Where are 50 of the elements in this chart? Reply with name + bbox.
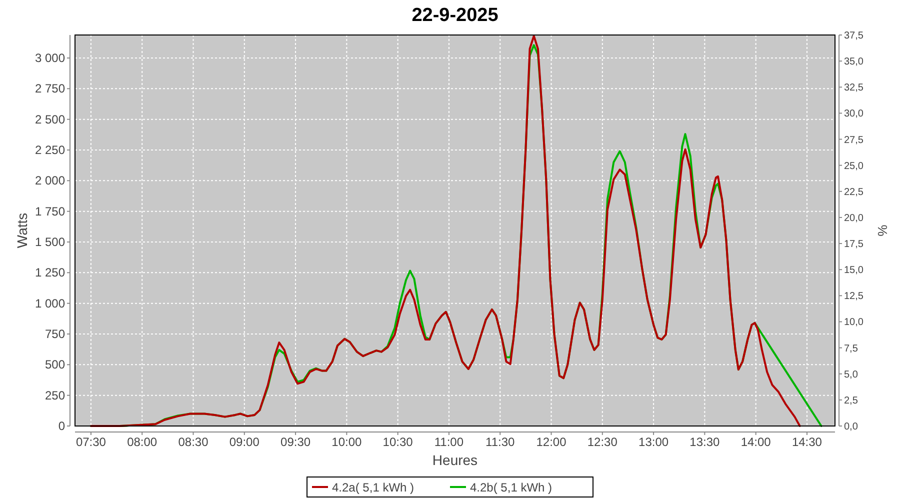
x-tick-label: 11:30 xyxy=(486,435,516,449)
x-tick-label: 13:30 xyxy=(690,435,720,449)
y-tick-label: 2 500 xyxy=(34,112,66,126)
y2-tick-label: 17,5 xyxy=(844,239,864,250)
x-tick-label: 09:30 xyxy=(280,435,311,449)
y-axis-title: Watts xyxy=(14,212,30,248)
legend-label: 4.2a( 5,1 kWh ) xyxy=(332,480,414,494)
y-tick-label: 1 250 xyxy=(34,266,66,280)
y2-tick-label: 32,5 xyxy=(844,82,864,94)
x-tick-label: 12:30 xyxy=(587,435,618,449)
x-tick-label: 14:30 xyxy=(792,435,822,449)
chart-title: 22-9-2025 xyxy=(412,5,499,26)
x-tick-label: 09:00 xyxy=(229,435,260,449)
y2-axis-title: % xyxy=(875,224,890,237)
y2-tick-label: 22,5 xyxy=(844,186,864,198)
y-tick-label: 1 000 xyxy=(34,296,66,310)
x-tick-label: 10:00 xyxy=(332,435,362,449)
y-tick-label: 250 xyxy=(44,388,66,402)
y-tick-label: 1 500 xyxy=(34,235,66,249)
y2-tick-label: 25,0 xyxy=(844,160,864,172)
y2-tick-label: 12,5 xyxy=(844,291,864,302)
legend-label: 4.2b( 5,1 kWh ) xyxy=(470,480,552,494)
y-tick-label: 2 750 xyxy=(34,82,66,96)
y-tick-label: 2 000 xyxy=(34,174,66,188)
y-tick-label: 750 xyxy=(44,327,66,341)
y2-tick-label: 2,5 xyxy=(844,395,858,406)
x-tick-label: 08:00 xyxy=(127,435,158,449)
y2-tick-label: 35,0 xyxy=(844,56,864,68)
x-tick-label: 08:30 xyxy=(178,435,209,449)
y-tick-label: 500 xyxy=(44,358,66,372)
y2-tick-label: 0,0 xyxy=(844,422,858,432)
y-tick-label: 1 750 xyxy=(34,204,66,218)
y2-tick-label: 37,5 xyxy=(844,30,864,42)
y2-tick-label: 30,0 xyxy=(844,108,864,120)
y2-tick-label: 10,0 xyxy=(844,317,864,328)
y-tick-label: 0 xyxy=(58,419,66,433)
x-tick-label: 10:30 xyxy=(382,435,414,449)
y2-tick-label: 5,0 xyxy=(844,369,858,380)
y-tick-label: 3 000 xyxy=(34,51,66,65)
x-tick-label: 14:00 xyxy=(740,435,772,449)
x-axis-title: Heures xyxy=(432,452,478,468)
y2-tick-label: 15,0 xyxy=(844,265,864,276)
y2-tick-label: 20,0 xyxy=(844,212,864,224)
x-tick-label: 12:00 xyxy=(536,435,567,449)
x-tick-label: 13:00 xyxy=(638,435,669,449)
y2-tick-label: 27,5 xyxy=(844,134,864,146)
x-tick-label: 11:00 xyxy=(434,435,464,449)
y2-tick-label: 7,5 xyxy=(844,343,858,354)
x-tick-label: 07:30 xyxy=(76,435,106,449)
y-tick-label: 2 250 xyxy=(34,143,66,157)
